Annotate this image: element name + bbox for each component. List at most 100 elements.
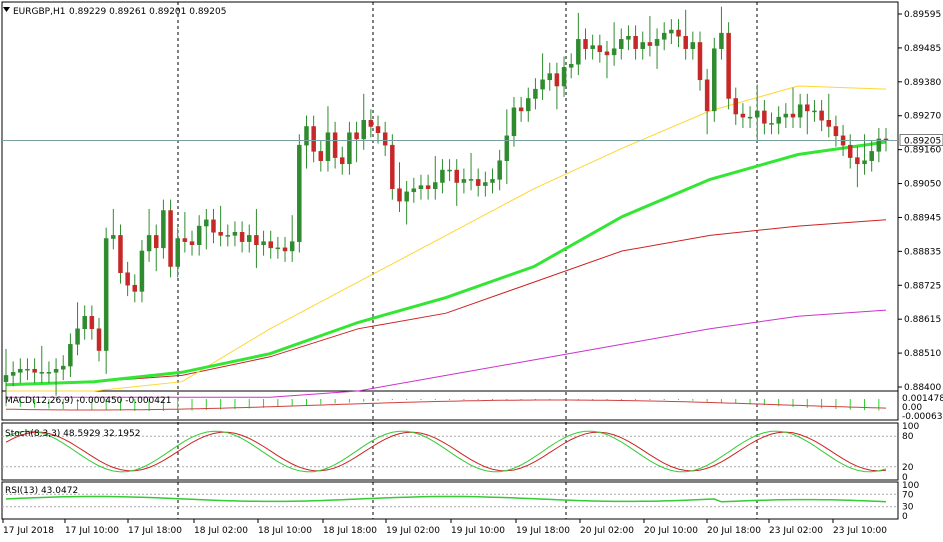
current-price-label: 0.89205	[904, 136, 941, 146]
candle-bearish	[554, 73, 560, 87]
candle-bearish	[819, 110, 824, 121]
dropdown-triangle-icon[interactable]	[3, 7, 10, 12]
candle-bearish	[218, 232, 223, 236]
macd-axis-label: 0.00	[902, 403, 922, 413]
candle-bearish	[168, 210, 173, 267]
vertical-gridlines	[177, 2, 758, 519]
candle-bearish	[132, 284, 138, 292]
candle-bearish	[633, 35, 638, 49]
candle-bearish	[790, 113, 796, 118]
candle-bullish	[526, 98, 531, 112]
candle-bearish	[125, 272, 130, 286]
y-tick-label: 0.89160	[904, 146, 941, 156]
x-tick-label: 17 Jul 10:00	[65, 526, 119, 536]
candle-bullish	[497, 160, 502, 180]
candle-bullish	[504, 135, 510, 161]
candle-bullish	[39, 372, 45, 374]
candle-bullish	[769, 123, 774, 125]
panel-frame	[1, 390, 899, 421]
candle-bullish	[547, 73, 552, 81]
stoch-axis-label: 0	[902, 473, 908, 483]
candle-bullish	[404, 191, 409, 202]
candle-bearish	[239, 232, 245, 242]
candlesticks[interactable]	[3, 6, 889, 406]
candle-bearish	[96, 328, 102, 351]
candle-bullish	[862, 160, 867, 165]
x-tick-label: 18 Jul 18:00	[323, 526, 377, 536]
candle-bullish	[261, 241, 266, 245]
ma-slow-line	[5, 140, 887, 387]
candle-bullish	[440, 169, 445, 183]
candle-bullish	[75, 328, 80, 345]
panel-frames	[1, 1, 899, 520]
candle-bearish	[855, 157, 860, 165]
candle-bullish	[797, 104, 803, 118]
candle-bullish	[869, 151, 874, 161]
candle-bullish	[3, 375, 9, 382]
candle-bullish	[561, 67, 567, 87]
x-tick-label: 23 Jul 10:00	[833, 526, 887, 536]
y-tick-label: 0.89595	[904, 10, 941, 20]
candle-bullish	[540, 79, 545, 90]
candle-bullish	[347, 132, 352, 165]
y-tick-label: 0.89050	[904, 180, 941, 190]
candle-bullish	[111, 235, 116, 239]
candle-bullish	[654, 39, 660, 46]
candle-bearish	[268, 241, 273, 249]
x-tick-label: 17 Jul 18:00	[128, 526, 182, 536]
candle-bullish	[747, 116, 753, 119]
candle-bullish	[812, 110, 817, 113]
candle-bearish	[704, 79, 710, 112]
y-tick-label: 0.89380	[904, 78, 941, 88]
candle-bearish	[118, 235, 123, 273]
y-tick-label: 0.88945	[904, 213, 941, 223]
candle-bearish	[683, 35, 688, 49]
candle-bearish	[332, 132, 338, 158]
price-panel[interactable]	[3, 6, 889, 406]
stoch-axis-label: 100	[902, 422, 919, 432]
candle-bearish	[454, 169, 459, 183]
candle-bullish	[247, 235, 252, 242]
rsi-axis-label: 30	[902, 503, 914, 513]
current-price-tag	[899, 134, 943, 146]
rsi-line	[5, 495, 887, 503]
candle-bearish	[597, 45, 603, 53]
panel-frame	[1, 481, 899, 520]
candle-bullish	[103, 238, 109, 351]
candle-bullish	[511, 107, 517, 137]
candle-bearish	[390, 144, 395, 189]
x-tick-label: 19 Jul 10:00	[451, 526, 505, 536]
candle-bullish	[611, 48, 617, 56]
candle-bullish	[10, 372, 16, 376]
candle-bullish	[754, 110, 760, 118]
candle-bearish	[340, 157, 345, 165]
y-tick-label: 0.88615	[904, 315, 941, 325]
candle-bearish	[32, 368, 37, 373]
candle-bearish	[697, 42, 703, 81]
candle-bearish	[805, 104, 810, 112]
ma-long-line	[6, 309, 887, 398]
symbol-label: EURGBP,H1	[13, 7, 65, 17]
candle-bullish	[175, 238, 180, 267]
candle-bullish	[568, 63, 574, 68]
candle-bullish	[68, 344, 73, 367]
price-axis: 0.89595 0.89485 0.89380 0.89270 0.89160 0.890…	[898, 10, 941, 393]
candle-bullish	[161, 210, 166, 249]
candle-bearish	[518, 107, 524, 112]
candle-bearish	[475, 179, 481, 186]
candle-bearish	[604, 51, 610, 56]
candle-bearish	[282, 247, 288, 252]
candle-bearish	[833, 126, 839, 137]
macd-label: MACD(12,26,9) -0.000450 -0.000421	[5, 396, 171, 406]
ohlc-label: 0.89229 0.89261 0.89201 0.89205	[69, 7, 226, 17]
candle-bearish	[647, 42, 653, 46]
candle-bullish	[433, 182, 438, 189]
stoch-label: Stoch(8,3,3) 48.5929 32.1952	[5, 429, 140, 439]
candle-bullish	[60, 365, 66, 370]
stoch-axis-label: 80	[902, 432, 914, 442]
